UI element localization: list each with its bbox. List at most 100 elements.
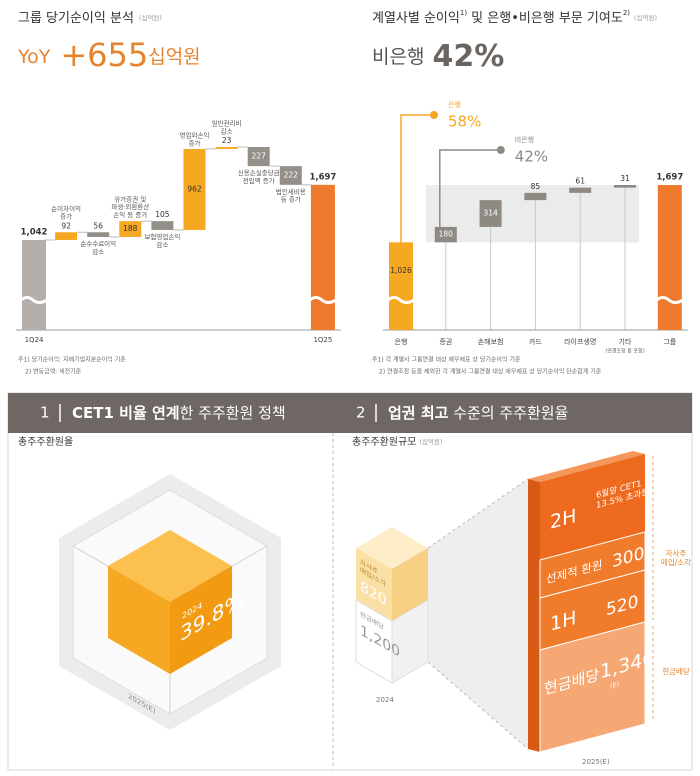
annotation-label: 비은행 — [515, 135, 534, 144]
value-label: 105 — [155, 210, 170, 219]
bar — [279, 166, 302, 185]
category-label: 카드 — [529, 337, 542, 346]
category-label: 증권 — [439, 338, 452, 346]
cube-left — [108, 566, 170, 674]
footnote: 2) 연결조정 등을 제외한 각 계열사 그룹연결 대상 재무제표 상 당기순이… — [379, 368, 602, 376]
title-text: 그룹 당기순이익 분석 — [18, 11, 134, 26]
category-label: 1Q24 — [25, 336, 44, 344]
value-label: 1,697 — [656, 173, 683, 183]
connector-shade — [428, 479, 528, 749]
bar — [119, 221, 142, 237]
text-line: 보험영업손익 — [144, 232, 180, 241]
year: 2024 — [376, 696, 394, 704]
axis-break — [387, 296, 415, 304]
text-line: 감소 — [221, 127, 233, 135]
footnote: 주1) 당기순이익: 지배기업지분순이익 기준 — [18, 356, 126, 364]
bar — [310, 184, 335, 330]
value-label: 1,042 — [21, 228, 48, 238]
annotation-label: 은행 — [448, 100, 461, 109]
text-line: 유가증권 및 — [114, 194, 146, 203]
connector — [427, 661, 529, 750]
annotation-dot — [430, 111, 438, 119]
section-number: 2 — [356, 404, 366, 422]
bar — [524, 192, 547, 201]
title-text: 및 은행•비은행 부문 기여도 — [467, 10, 623, 26]
text-line: 일반관리비 — [212, 119, 242, 128]
year: 2025(E) — [582, 758, 610, 766]
category-label: 법인세비용 등 증가 — [276, 187, 306, 204]
bar — [434, 226, 457, 243]
bar — [614, 185, 636, 188]
text-line: 전입액 증가 — [243, 176, 275, 185]
side-label: 자사주 매입/소각 — [661, 549, 691, 567]
panel-title-text: 총주주환원규모 — [352, 436, 416, 448]
text-line: 신용손실충당금 — [238, 168, 280, 177]
cube-face — [539, 621, 646, 753]
section-text: 한 주주환원 정책 — [180, 404, 286, 422]
annotation-dot — [496, 146, 505, 154]
text-line: 손익 등 증가 — [113, 210, 147, 219]
value-label: 23 — [222, 136, 232, 145]
bar — [183, 148, 206, 230]
category-label: 순이자이익 증가 — [51, 204, 81, 221]
cube-label: 1H 520 — [550, 592, 638, 636]
text-line: 감소 — [156, 241, 168, 249]
text-line: 파생·외환환산 — [111, 202, 149, 211]
text-line: 자사주 — [666, 549, 687, 558]
section-bold: CET1 비율 연계 — [72, 404, 180, 422]
section-text: 수준의 주주환원율 — [448, 404, 568, 422]
unit: (십억원) — [139, 13, 162, 22]
headline-label: YoY — [17, 46, 51, 68]
section-title: 업권 최고 수준의 주주환원율 — [388, 404, 568, 422]
headline: YoY +655십억원 — [17, 36, 201, 74]
note: (E) — [610, 680, 620, 690]
cube-top — [528, 451, 645, 482]
category-label: 라이프생명 — [564, 337, 596, 346]
bar — [151, 221, 174, 230]
value-label: 962 — [187, 184, 202, 193]
value-label: 92 — [61, 221, 71, 230]
text-line: 감소 — [92, 248, 104, 256]
annotation-value: 42% — [515, 148, 548, 166]
section-header — [8, 393, 692, 433]
category-label: 그룹 — [663, 338, 676, 346]
headline: 비은행 42% — [372, 39, 504, 74]
bar — [55, 232, 78, 240]
bar — [479, 200, 502, 227]
text-line: 법인세비용 — [276, 187, 306, 196]
text-line: 순수수료이익 — [80, 239, 116, 248]
panel-title: 총주주환원규모 (십억원) — [352, 436, 442, 448]
section-number: 1 — [40, 404, 50, 422]
section-bold: 업권 최고 — [388, 404, 449, 422]
category-label: 신용손실충당금 전입액 증가 — [238, 168, 280, 185]
value-label: 180 — [439, 230, 454, 239]
footnote: 주1) 각 계열사 그룹연결 대상 재무제표 상 당기순이익 기준 — [372, 356, 521, 364]
bar — [87, 232, 110, 237]
text-line: 영업외손익 — [180, 131, 210, 140]
category-label: 일반관리비 감소 — [212, 119, 242, 136]
cube-side — [528, 479, 540, 752]
annotation-line — [400, 114, 434, 243]
bar — [22, 240, 46, 330]
headline-unit: 십억원 — [148, 46, 200, 68]
category-label: 순수수료이익 감소 — [80, 239, 116, 256]
annotation-value: 58% — [448, 113, 481, 131]
category-label: 보험영업손익 감소 — [144, 232, 180, 249]
axis-break — [655, 296, 684, 304]
unit: (십억원) — [419, 437, 442, 446]
text-line: 증가 — [60, 212, 72, 221]
chart-title: 그룹 당기순이익 분석 (십억원) — [18, 11, 162, 26]
value-label: 56 — [93, 221, 103, 230]
category-label: 유가증권 및 파생·외환환산 손익 등 증가 — [111, 194, 149, 219]
title-note: 2) — [623, 9, 630, 17]
cube-face — [392, 548, 428, 621]
annotation-line — [439, 149, 501, 227]
cube-right — [170, 566, 232, 674]
value-label: 188 — [123, 224, 138, 233]
category-label: 손해보험 — [478, 337, 504, 346]
headline-value: +655 — [60, 36, 148, 74]
bar — [389, 242, 413, 330]
bar — [247, 147, 270, 167]
